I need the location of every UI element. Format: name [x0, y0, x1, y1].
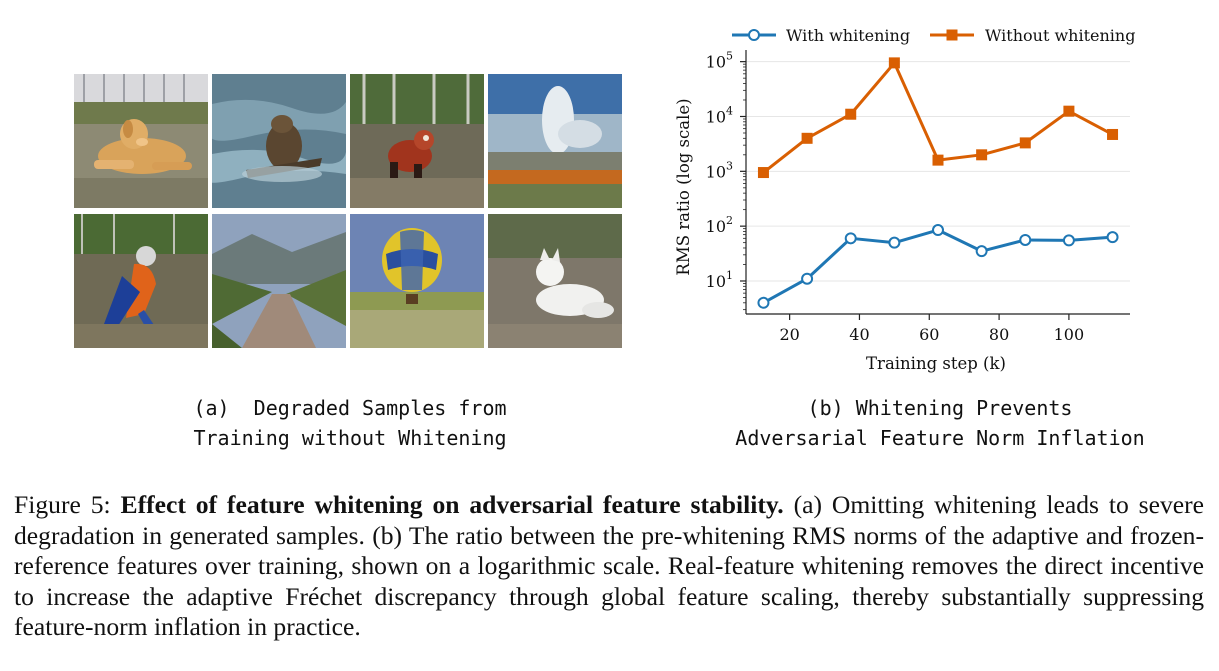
- figure-label: Figure 5:: [14, 490, 111, 519]
- sample-image-parrot: [74, 214, 208, 348]
- chart-legend: With whitening Without whitening: [732, 26, 1135, 45]
- y-tick-label-3: 104: [706, 104, 733, 126]
- legend-marker-0: [748, 29, 760, 41]
- data-point-0-2: [844, 232, 857, 245]
- chart-ticks: 101 102 103 104 105 20 40 60 80 100: [706, 50, 1085, 344]
- figure-caption-body: (a) Omitting whitening leads to severe d…: [14, 490, 1204, 641]
- chart-gridlines: [746, 61, 1130, 282]
- panel-a-caption-line2: Training without Whitening: [193, 426, 507, 450]
- legend-marker-1: [946, 29, 958, 41]
- sample-image-valley: [212, 214, 346, 348]
- sample-image-geyser: [488, 74, 622, 208]
- sample-image-hot-air-balloon: [350, 214, 484, 348]
- data-point-1-1: [801, 132, 813, 144]
- figure-caption: Figure 5: Effect of feature whitening on…: [14, 490, 1204, 643]
- data-point-1-7: [1063, 105, 1075, 117]
- x-axis-label: Training step (k): [866, 354, 1006, 373]
- data-point-0-5: [975, 245, 988, 258]
- chart-series: [757, 57, 1119, 309]
- data-point-0-6: [1019, 233, 1032, 246]
- series-line-1: [762, 61, 1114, 174]
- chart-axes: [745, 50, 1130, 315]
- data-point-0-1: [801, 272, 814, 285]
- series-line-0: [762, 228, 1113, 305]
- figure-title: Effect of feature whitening on adversari…: [120, 490, 784, 519]
- data-point-0-8: [1106, 231, 1119, 244]
- legend-label-0: With whitening: [786, 26, 910, 45]
- sample-image-dog: [74, 74, 208, 208]
- sample-image-arctic-fox: [488, 214, 622, 348]
- x-tick-label-3: 80: [989, 325, 1009, 344]
- x-tick-label-4: 100: [1054, 325, 1085, 344]
- panel-b-caption: (b) Whitening Prevents Adversarial Featu…: [700, 393, 1180, 453]
- data-point-0-7: [1062, 234, 1075, 247]
- x-tick-label-0: 20: [779, 325, 799, 344]
- data-point-0-4: [932, 224, 944, 237]
- y-tick-label-1: 102: [706, 214, 733, 236]
- y-axis-label: RMS ratio (log scale): [674, 98, 693, 275]
- sample-image-red-panda: [350, 74, 484, 208]
- panel-b-caption-line2: Adversarial Feature Norm Inflation: [735, 426, 1145, 450]
- panel-a-caption: (a) Degraded Samples from Training witho…: [150, 393, 550, 453]
- data-point-1-2: [845, 108, 857, 120]
- data-point-0-3: [888, 236, 901, 249]
- data-point-1-8: [1107, 128, 1119, 140]
- data-point-0-0: [757, 296, 770, 309]
- x-tick-label-1: 40: [849, 325, 869, 344]
- sample-image-grid: [74, 74, 624, 348]
- panel-b-caption-line1: (b) Whitening Prevents: [807, 396, 1073, 420]
- data-point-1-5: [976, 149, 988, 161]
- data-point-1-6: [1019, 137, 1031, 149]
- y-tick-label-4: 105: [706, 50, 733, 72]
- data-point-1-3: [888, 57, 900, 69]
- panel-a-caption-line1: (a) Degraded Samples from: [193, 396, 507, 420]
- y-tick-label-2: 103: [706, 159, 733, 181]
- sample-image-otter: [212, 74, 346, 208]
- data-point-1-4: [932, 154, 944, 166]
- x-tick-label-2: 60: [919, 325, 939, 344]
- data-point-1-0: [757, 167, 769, 179]
- legend-label-1: Without whitening: [985, 26, 1135, 45]
- y-tick-label-0: 101: [706, 269, 733, 291]
